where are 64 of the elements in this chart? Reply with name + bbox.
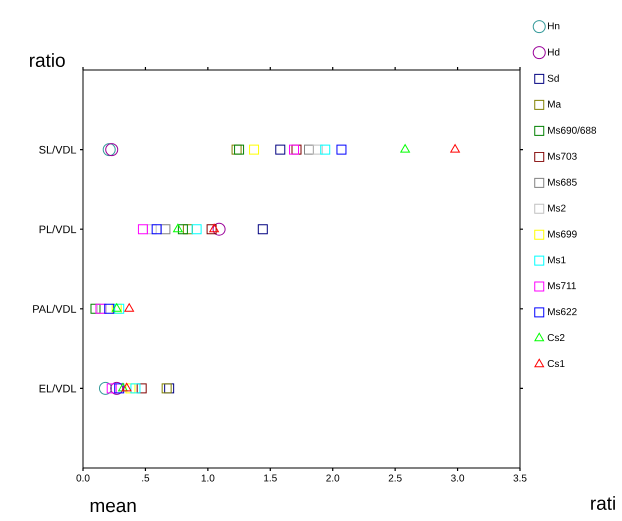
point — [304, 144, 314, 155]
point — [114, 304, 124, 314]
y-tick-label: EL/VDL — [40, 384, 76, 392]
legend-label: Ms1 — [548, 256, 566, 264]
point — [212, 222, 226, 236]
point — [105, 143, 118, 156]
x-tick-label: 2.5 — [388, 474, 402, 482]
point — [122, 382, 132, 392]
legend-label: Ms703 — [548, 152, 577, 160]
legend-label: Cs1 — [548, 360, 564, 368]
legend-label: Hn — [548, 22, 560, 30]
point — [400, 144, 410, 153]
legend-label: Cs2 — [548, 334, 564, 342]
point — [182, 224, 193, 234]
point — [178, 224, 188, 234]
point — [173, 224, 183, 232]
x-tick-label: 3.5 — [513, 474, 527, 482]
point — [146, 224, 157, 234]
x-tick-label: 3.0 — [451, 474, 464, 482]
x-tick-label: 0.0 — [76, 474, 90, 482]
point — [289, 144, 300, 155]
y-tick-label: SL/VDL — [39, 146, 76, 154]
x-tick-label: 1.5 — [264, 474, 277, 482]
point — [104, 304, 114, 314]
legend-label: Ms690/688 — [548, 126, 596, 134]
point — [102, 143, 116, 156]
x-tick-label: .5 — [142, 474, 150, 482]
point — [152, 224, 162, 234]
point — [124, 303, 134, 312]
point — [258, 224, 268, 234]
point — [209, 224, 219, 232]
point — [98, 382, 112, 395]
x-axis-title: mean — [90, 502, 136, 512]
point — [336, 144, 346, 155]
point — [450, 144, 460, 153]
point — [130, 383, 140, 394]
x-tick-label: 1.0 — [202, 474, 214, 482]
legend-label: Ms685 — [548, 178, 577, 186]
point — [118, 382, 128, 392]
point — [312, 144, 323, 155]
legend-label: Ms622 — [548, 308, 577, 316]
point — [162, 383, 172, 394]
y-axis-title: ratio — [30, 53, 65, 68]
y-tick-label: PAL/VDL — [33, 304, 76, 313]
point — [234, 144, 244, 155]
point — [106, 383, 117, 394]
legend-label: Hd — [548, 48, 560, 56]
legend-label: Sd — [548, 74, 559, 82]
point — [275, 144, 286, 155]
point — [249, 144, 260, 155]
point — [192, 224, 202, 234]
text: rati — [591, 496, 615, 510]
legend-label: Ma — [548, 100, 562, 108]
point — [138, 224, 148, 234]
point — [110, 382, 124, 395]
point — [206, 224, 217, 234]
x-tick-label: 2.0 — [326, 474, 340, 482]
point — [320, 144, 330, 155]
point — [114, 383, 124, 394]
legend-label: Ms2 — [548, 204, 566, 212]
point — [136, 383, 147, 394]
legend-label: Ms699 — [548, 230, 577, 238]
legend-label: Ms711 — [548, 282, 576, 290]
y-tick-label: PL/VDL — [40, 225, 76, 234]
